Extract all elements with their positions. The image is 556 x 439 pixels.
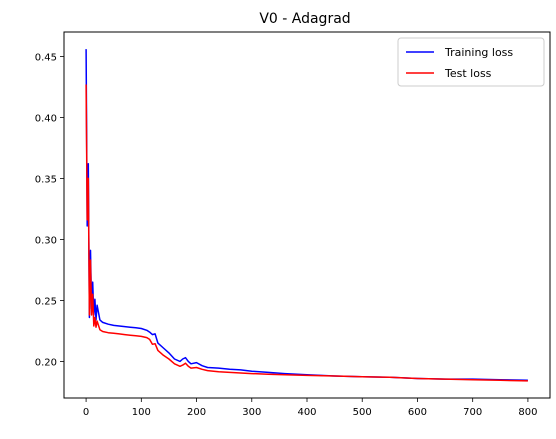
chart-title: V0 - Adagrad [259,11,350,27]
legend-box [397,37,545,87]
y-tick-label: 0.45 [35,52,57,63]
x-tick-label: 100 [132,407,151,418]
legend-label: Training loss [444,46,513,59]
x-tick-label: 800 [518,407,537,418]
x-tick-label: 700 [463,407,482,418]
y-axis: 0.20 0.25 0.30 0.35 0.40 0.45 [35,52,64,368]
x-tick-label: 400 [297,407,316,418]
x-tick-label: 600 [408,407,427,418]
y-tick-label: 0.30 [35,235,57,246]
y-tick-label: 0.35 [35,174,57,185]
x-tick-label: 0 [83,407,89,418]
y-tick-label: 0.25 [35,296,57,307]
plot-series [85,49,528,382]
x-tick-label: 200 [187,407,206,418]
legend-label: Test loss [444,67,492,80]
y-tick-label: 0.40 [35,113,57,124]
series-line-training-loss [85,49,528,382]
legend: Training loss Test loss [397,37,545,87]
x-axis: 0 100 200 300 400 500 600 700 800 [83,398,537,418]
plot-frame [63,31,551,399]
series-line-test-loss [85,84,528,382]
y-tick-label: 0.20 [35,357,57,368]
x-tick-label: 300 [242,407,261,418]
x-tick-label: 500 [353,407,372,418]
